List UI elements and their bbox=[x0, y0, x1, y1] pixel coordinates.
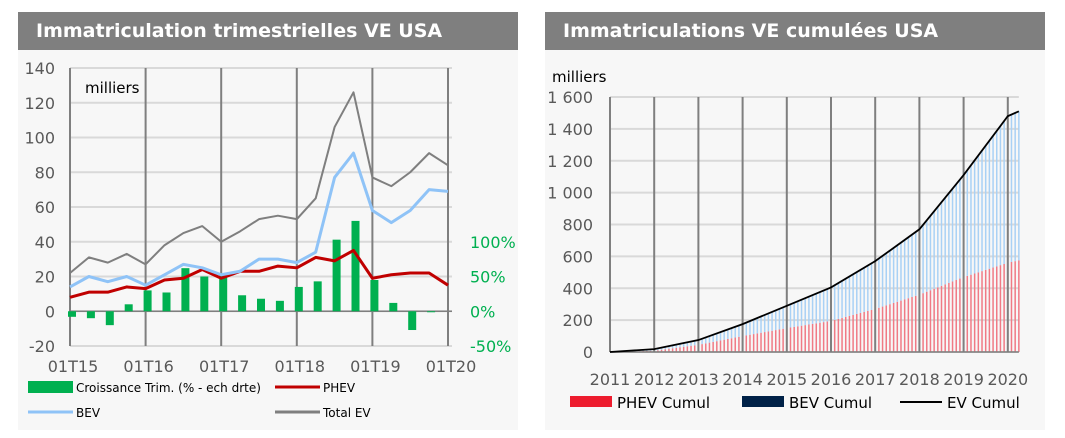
unit-label: milliers bbox=[85, 79, 140, 97]
left-panel: Immatriculation trimestrielles VE USA bbox=[18, 12, 518, 430]
y-tick-label: 1 200 bbox=[547, 152, 593, 171]
legend-label: PHEV bbox=[323, 381, 356, 395]
y2-tick-label: 100% bbox=[470, 233, 516, 252]
x-tick-label: 01T15 bbox=[48, 357, 99, 376]
legend-label: EV Cumul bbox=[947, 394, 1020, 412]
legend-label: Croissance Trim. (% - ech drte) bbox=[76, 381, 261, 395]
y-tick-label: 400 bbox=[562, 279, 593, 298]
y2-tick-label: 50% bbox=[470, 268, 506, 287]
series-line-bev bbox=[69, 151, 449, 289]
growth-bar bbox=[162, 292, 171, 312]
x-tick-label: 2018 bbox=[899, 370, 940, 389]
x-tick-label: 2015 bbox=[766, 370, 807, 389]
y-tick-label: 140 bbox=[24, 59, 55, 78]
growth-bar bbox=[332, 239, 341, 312]
y-tick-label: 600 bbox=[562, 247, 593, 266]
legend-label: PHEV Cumul bbox=[617, 394, 710, 412]
growth-bar bbox=[86, 311, 95, 319]
y-tick-label: 1 400 bbox=[547, 120, 593, 139]
y-tick-label: 800 bbox=[562, 216, 593, 235]
legend-swatch bbox=[742, 396, 784, 407]
y-tick-label: 60 bbox=[35, 198, 55, 217]
growth-bar bbox=[219, 273, 228, 312]
x-tick-label: 2014 bbox=[722, 370, 763, 389]
x-tick-label: 2020 bbox=[987, 370, 1028, 389]
x-tick-label: 2017 bbox=[855, 370, 896, 389]
legend-swatch bbox=[28, 381, 73, 393]
growth-bar bbox=[389, 302, 398, 312]
x-tick-label: 2016 bbox=[811, 370, 852, 389]
x-tick-label: 2019 bbox=[943, 370, 984, 389]
x-tick-label: 01T19 bbox=[350, 357, 401, 376]
legend-label: BEV bbox=[76, 406, 101, 420]
x-tick-label: 01T20 bbox=[426, 357, 477, 376]
growth-bar bbox=[200, 276, 209, 312]
left-chart-title: Immatriculation trimestrielles VE USA bbox=[18, 12, 518, 50]
y-tick-label: 0 bbox=[583, 343, 593, 362]
growth-bar bbox=[370, 279, 379, 312]
legend-swatch bbox=[570, 396, 612, 407]
y-tick-label: 1 600 bbox=[547, 88, 593, 107]
x-tick-label: 2013 bbox=[678, 370, 719, 389]
series-line-ev-cumul bbox=[609, 110, 1020, 353]
y-tick-label: 120 bbox=[24, 94, 55, 113]
series-line-phev bbox=[69, 248, 449, 299]
growth-bar bbox=[351, 220, 360, 312]
y-tick-label: 200 bbox=[562, 311, 593, 330]
x-tick-label: 2011 bbox=[590, 370, 631, 389]
growth-bar bbox=[105, 311, 114, 326]
growth-bar bbox=[313, 281, 322, 312]
y-tick-label: 1 000 bbox=[547, 184, 593, 203]
growth-bar bbox=[238, 295, 247, 312]
y-tick-label: -20 bbox=[29, 337, 55, 356]
series-line-total-ev bbox=[69, 91, 449, 274]
y2-tick-label: -50% bbox=[470, 337, 511, 356]
x-tick-label: 01T16 bbox=[123, 357, 174, 376]
y-tick-label: 80 bbox=[35, 163, 55, 182]
y2-tick-label: 0% bbox=[470, 302, 495, 321]
y-tick-label: 100 bbox=[24, 129, 55, 148]
legend-label: BEV Cumul bbox=[789, 394, 872, 412]
growth-bar bbox=[124, 304, 133, 312]
y-tick-label: 40 bbox=[35, 233, 55, 252]
growth-bar bbox=[68, 311, 76, 317]
growth-bar bbox=[181, 268, 190, 312]
right-panel: Immatriculations VE cumulées USA bbox=[545, 12, 1045, 430]
growth-bar bbox=[275, 300, 284, 312]
x-tick-label: 2012 bbox=[634, 370, 675, 389]
growth-bar bbox=[408, 311, 417, 331]
x-tick-label: 01T17 bbox=[199, 357, 250, 376]
growth-bar bbox=[427, 311, 436, 313]
x-tick-label: 01T18 bbox=[275, 357, 326, 376]
growth-bar bbox=[143, 290, 152, 312]
growth-bar bbox=[294, 286, 303, 312]
right-chart-title: Immatriculations VE cumulées USA bbox=[545, 12, 1045, 50]
unit-label: milliers bbox=[552, 68, 607, 86]
y-tick-label: 0 bbox=[45, 302, 55, 321]
legend-label: Total EV bbox=[322, 406, 371, 420]
y-tick-label: 20 bbox=[35, 268, 55, 287]
growth-bar bbox=[257, 298, 265, 312]
